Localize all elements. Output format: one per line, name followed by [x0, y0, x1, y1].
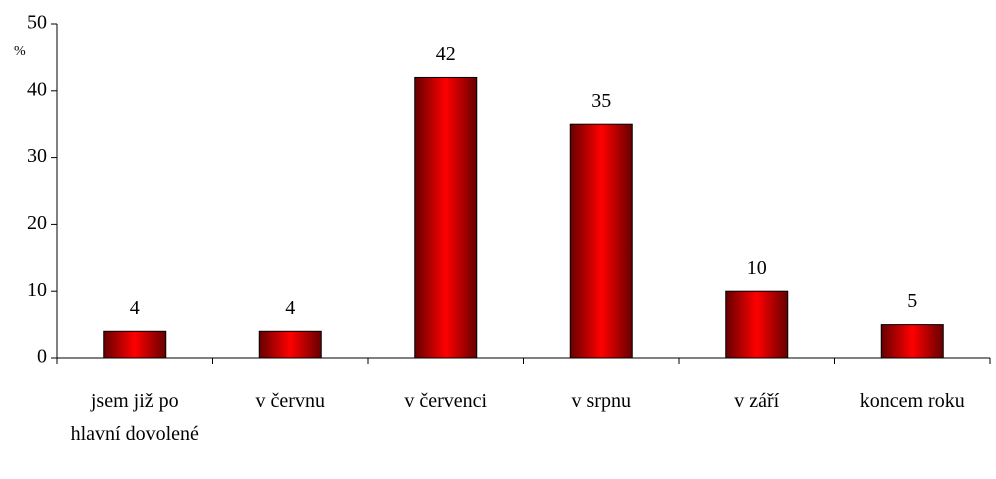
data-label: 4	[285, 297, 295, 319]
x-tick-label: v srpnu	[572, 390, 631, 412]
data-label: 42	[436, 43, 456, 65]
bar	[103, 330, 167, 359]
y-tick-label: 10	[27, 279, 47, 301]
y-tick-label: 30	[27, 145, 47, 167]
y-tick-label: 50	[27, 12, 47, 34]
x-tick-label: v červnu	[256, 390, 325, 412]
x-tick-label: v červenci	[404, 390, 487, 412]
data-label: 5	[907, 290, 917, 312]
x-tick-label: koncem roku	[860, 390, 965, 412]
data-label: 4	[130, 297, 140, 319]
bar	[414, 76, 478, 359]
y-tick-label: 0	[37, 346, 47, 368]
bar	[258, 330, 322, 359]
data-label: 35	[591, 90, 611, 112]
x-tick-label: v září	[734, 390, 779, 412]
y-tick-label: 20	[27, 212, 47, 234]
x-tick-label: jsem již po hlavní dovolené	[71, 390, 199, 445]
bar	[880, 324, 944, 359]
data-label: 10	[747, 257, 767, 279]
bar	[725, 290, 789, 359]
bar	[569, 123, 633, 359]
y-axis-label: %	[14, 44, 26, 59]
y-tick-label: 40	[27, 78, 47, 100]
